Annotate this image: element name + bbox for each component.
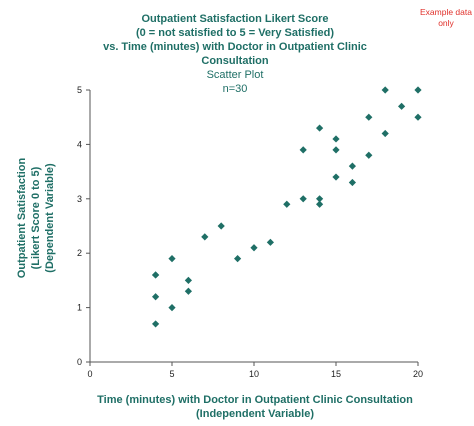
- note-line-1: Example data: [420, 7, 472, 17]
- data-point: [348, 178, 356, 187]
- data-point: [168, 255, 176, 263]
- data-point: [266, 238, 274, 246]
- sample-size-label: n=30: [222, 83, 248, 95]
- x-axis-label-line-2: (Independent Variable): [196, 408, 314, 420]
- chart-title: Outpatient Satisfaction Likert Score (0 …: [70, 12, 400, 96]
- y-axis-label-line-2: (Likert Score 0 to 5): [30, 166, 42, 270]
- data-point: [332, 146, 340, 154]
- y-tick-label: 3: [77, 194, 82, 204]
- data-point: [201, 233, 209, 241]
- data-point: [184, 287, 192, 295]
- y-tick-label: 1: [77, 303, 82, 313]
- data-point: [365, 151, 373, 159]
- data-point: [152, 320, 160, 328]
- title-line-3: vs. Time (minutes) with Doctor in Outpat…: [103, 41, 367, 67]
- data-point: [184, 276, 192, 284]
- x-tick-label: 10: [249, 369, 259, 379]
- data-point: [299, 195, 307, 203]
- data-point: [168, 304, 176, 312]
- y-axis-label: Outpatient Satisfaction (Likert Score 0 …: [15, 98, 57, 338]
- data-point: [348, 162, 356, 170]
- data-point: [398, 102, 406, 110]
- x-axis-label-line-1: Time (minutes) with Doctor in Outpatient…: [97, 394, 413, 406]
- y-tick-label: 5: [77, 85, 82, 95]
- data-point: [414, 113, 422, 121]
- x-tick-label: 5: [169, 369, 174, 379]
- data-point: [152, 293, 160, 301]
- title-line-2: (0 = not satisfied to 5 = Very Satisfied…: [135, 27, 335, 39]
- data-point: [332, 135, 340, 143]
- y-tick-label: 2: [77, 248, 82, 258]
- data-point: [299, 146, 307, 154]
- data-point: [414, 86, 422, 94]
- data-point: [381, 129, 389, 138]
- x-tick-label: 20: [413, 369, 423, 379]
- chart-subtitle: Scatter Plot: [206, 69, 264, 81]
- x-tick-label: 15: [331, 369, 341, 379]
- data-point: [316, 195, 324, 203]
- example-data-note: Example data only: [418, 7, 474, 29]
- data-point: [381, 86, 389, 94]
- x-tick-label: 0: [87, 369, 92, 379]
- data-point: [283, 200, 291, 208]
- data-point: [250, 244, 258, 252]
- note-line-2: only: [438, 18, 454, 28]
- data-point: [217, 222, 225, 230]
- data-point: [234, 255, 242, 263]
- y-axis-label-line-1: Outpatient Satisfaction: [16, 157, 28, 279]
- data-point: [332, 173, 340, 181]
- data-point: [152, 271, 160, 279]
- y-axis-label-line-3: (Dependent Variable): [44, 163, 56, 273]
- x-axis-label: Time (minutes) with Doctor in Outpatient…: [60, 393, 450, 421]
- data-point: [365, 113, 373, 121]
- data-point: [316, 200, 324, 208]
- title-line-1: Outpatient Satisfaction Likert Score: [141, 13, 329, 25]
- y-tick-label: 4: [77, 139, 82, 149]
- data-point: [316, 124, 324, 132]
- y-tick-label: 0: [77, 357, 82, 367]
